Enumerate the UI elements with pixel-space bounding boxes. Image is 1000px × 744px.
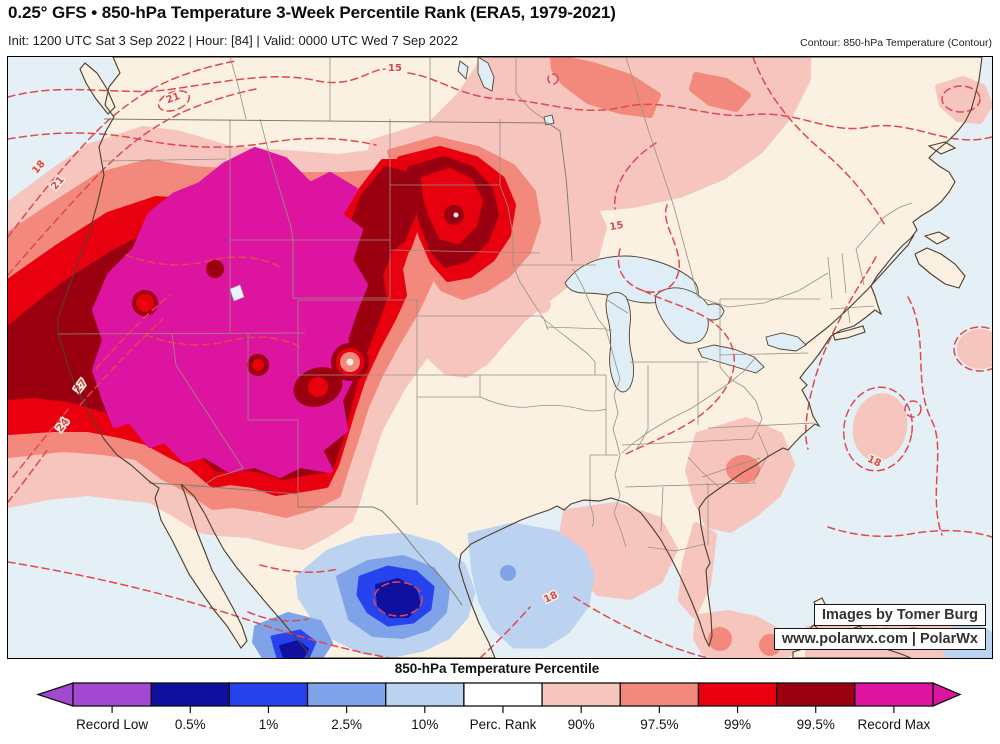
colorbar-segment [854,682,934,707]
colorbar-segment [541,682,621,707]
colorbar-title: 850-hPa Temperature Percentile [395,661,600,676]
page-title: 0.25° GFS • 850-hPa Temperature 3-Week P… [8,3,616,22]
map-frame: 15 21 18 21 27 24 15 18 18 Images by Tomer Burg … [7,56,993,659]
colorbar-label: 0.5% [175,717,206,732]
colorbar-label: 99% [724,717,751,732]
colorbar-label: 2.5% [331,717,362,732]
colorbar-segment [385,682,465,707]
colorbar-wrap: 850-hPa Temperature Percentile Record Lo… [0,659,1000,739]
colorbar-segment [72,682,152,707]
init-valid-subtitle: Init: 1200 UTC Sat 3 Sep 2022 | Hour: [8… [8,33,458,48]
colorbar-label: Record Max [858,717,931,732]
temperature-contours [8,57,992,658]
colorbar-segment [150,682,231,707]
colorbar-segment [619,682,700,707]
colorbar-label: 1% [259,717,279,732]
colorbar-arrow [35,682,74,707]
watermark: Images by Tomer Burg www.polarwx.com | P… [773,602,986,650]
contour-label: 15 [609,220,625,233]
colorbar-label: 97.5% [640,717,678,732]
percentile-fills [8,57,992,658]
colorbar-segment [306,682,387,707]
state-borders [57,57,913,606]
colorbar-label: Record Low [76,717,148,732]
colorbar-segment [697,682,778,707]
contour-note: Contour: 850-hPa Temperature (Contour) [800,37,992,49]
colorbar-segment [463,682,543,707]
colorbar-segment [775,682,856,707]
coastlines [57,57,983,658]
colorbar-arrow [932,682,962,707]
colorbar-label: 99.5% [797,717,835,732]
lakes [229,57,807,393]
watermark-credit: Images by Tomer Burg [813,604,986,626]
colorbar-body: Record Low 0.5% 1% 2.5% 10% Perc. Rank 90% 97.5… [35,682,962,732]
contour-label: 15 [388,63,402,74]
colorbar-segment [228,682,309,707]
colorbar-label: 90% [568,717,595,732]
colorbar-label: Perc. Rank [470,717,537,732]
watermark-url: www.polarwx.com | PolarWx [773,628,986,650]
colorbar: 850-hPa Temperature Percentile Record Lo… [35,661,962,732]
colorbar-label: 10% [411,717,438,732]
